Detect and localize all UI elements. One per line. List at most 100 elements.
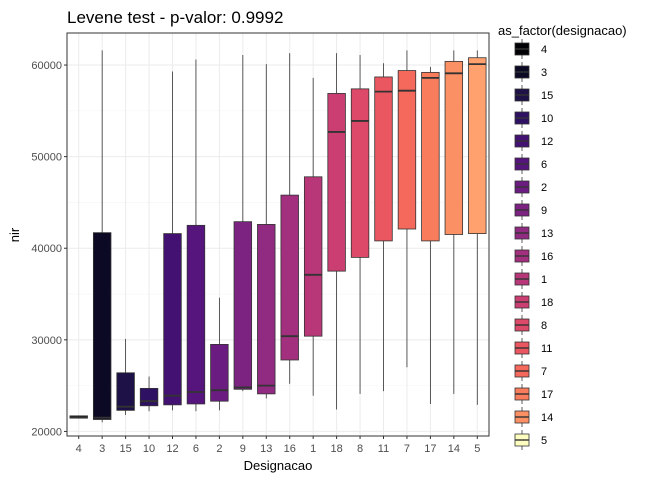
x-tick-label: 15: [119, 443, 131, 455]
legend-label: 14: [541, 412, 553, 424]
plot-panel: [67, 33, 489, 436]
x-tick-label: 12: [166, 443, 178, 455]
x-tick-label: 5: [474, 443, 480, 455]
box-6: [186, 59, 206, 412]
box-10: [139, 376, 159, 412]
legend: as_factor(designacao) 431510126291316118…: [498, 23, 627, 450]
y-tick-label: 20000: [31, 426, 62, 438]
box-13: [257, 64, 276, 399]
y-tick-label: 50000: [31, 152, 62, 164]
y-tick-label: 40000: [31, 243, 62, 255]
legend-item-15: 15: [514, 85, 553, 105]
x-tick-label: 1: [310, 443, 316, 455]
box-body: [233, 221, 253, 390]
box-16: [280, 53, 299, 384]
box-4: [69, 415, 88, 419]
legend-item-7: 7: [514, 361, 547, 381]
legend-label: 2: [541, 182, 547, 194]
legend-item-8: 8: [514, 315, 547, 335]
plot-border: [66, 32, 490, 437]
legend-label: 18: [541, 297, 553, 309]
x-tick-label: 9: [240, 443, 246, 455]
box-18: [327, 53, 346, 410]
x-tick-label: 6: [193, 443, 199, 455]
x-axis: 4 3 15 10 12 6 2 9 13 16 1 18 8 11 7 17 14 5: [76, 436, 480, 455]
legend-item-17: 17: [514, 384, 553, 404]
y-axis-title: nir: [7, 227, 22, 242]
chart-title: Levene test - p-valor: 0.9992: [67, 8, 283, 27]
x-tick-label: 8: [357, 443, 363, 455]
x-tick-label: 14: [448, 443, 460, 455]
box-12: [163, 71, 182, 411]
box-body: [350, 88, 370, 258]
legend-items: 4 3 15 10 12 6 2 9 13 16 1 18 8 11 7 17 14 5: [514, 39, 553, 450]
box-1: [303, 77, 323, 396]
box-body: [421, 71, 440, 242]
legend-item-2: 2: [514, 177, 547, 197]
legend-item-10: 10: [514, 108, 553, 128]
box-body: [374, 76, 393, 242]
box-body: [468, 57, 487, 234]
x-axis-title: Designacao: [244, 458, 313, 473]
legend-label: 8: [541, 320, 547, 332]
box-8: [350, 54, 370, 394]
legend-label: 11: [541, 343, 552, 355]
legend-label: 6: [541, 159, 547, 171]
legend-item-12: 12: [514, 131, 553, 151]
legend-item-4: 4: [514, 39, 547, 59]
legend-label: 16: [541, 251, 553, 263]
box-body: [444, 60, 464, 235]
legend-item-5: 5: [514, 430, 547, 450]
legend-item-1: 1: [514, 269, 547, 289]
y-axis: 20000 30000 40000 50000 60000: [31, 60, 67, 438]
grid-minor-lines: [67, 110, 489, 386]
legend-item-9: 9: [514, 200, 547, 220]
x-tick-label: 2: [216, 443, 222, 455]
box-body: [116, 372, 135, 411]
x-tick-label: 7: [404, 443, 410, 455]
box-body: [92, 232, 112, 420]
box-7: [397, 50, 417, 368]
box-body: [163, 233, 182, 406]
legend-label: 4: [541, 44, 547, 56]
x-tick-label: 18: [330, 443, 342, 455]
box-series: [69, 50, 487, 423]
box-17: [421, 66, 440, 404]
x-tick-label: 13: [260, 443, 272, 455]
legend-item-6: 6: [514, 154, 547, 174]
legend-label: 1: [541, 274, 547, 286]
legend-item-3: 3: [514, 62, 547, 82]
legend-item-11: 11: [514, 338, 552, 358]
y-tick-label: 30000: [31, 335, 62, 347]
box-body: [186, 224, 206, 405]
x-tick-label: 16: [284, 443, 296, 455]
box-body: [257, 224, 276, 395]
box-5: [468, 50, 487, 405]
box-body: [280, 194, 299, 361]
box-body: [139, 387, 159, 407]
box-body: [303, 176, 323, 337]
legend-label: 17: [541, 389, 553, 401]
legend-item-18: 18: [514, 292, 553, 312]
y-tick-label: 60000: [31, 60, 62, 72]
box-3: [92, 50, 112, 423]
legend-label: 12: [541, 136, 553, 148]
legend-item-14: 14: [514, 407, 553, 427]
x-tick-label: 4: [76, 443, 82, 455]
box-11: [374, 63, 393, 392]
legend-label: 5: [541, 435, 547, 447]
plot-area: [66, 32, 490, 437]
box-2: [210, 297, 229, 411]
legend-item-16: 16: [514, 246, 553, 266]
x-tick-label: 17: [424, 443, 436, 455]
box-body: [327, 93, 346, 272]
legend-label: 3: [541, 67, 547, 79]
box-15: [116, 338, 135, 415]
box-14: [444, 50, 464, 394]
legend-label: 13: [541, 228, 553, 240]
x-tick-label: 11: [378, 443, 389, 455]
legend-label: 10: [541, 113, 553, 125]
box-body: [210, 344, 229, 402]
legend-item-13: 13: [514, 223, 553, 243]
box-body: [397, 70, 417, 230]
